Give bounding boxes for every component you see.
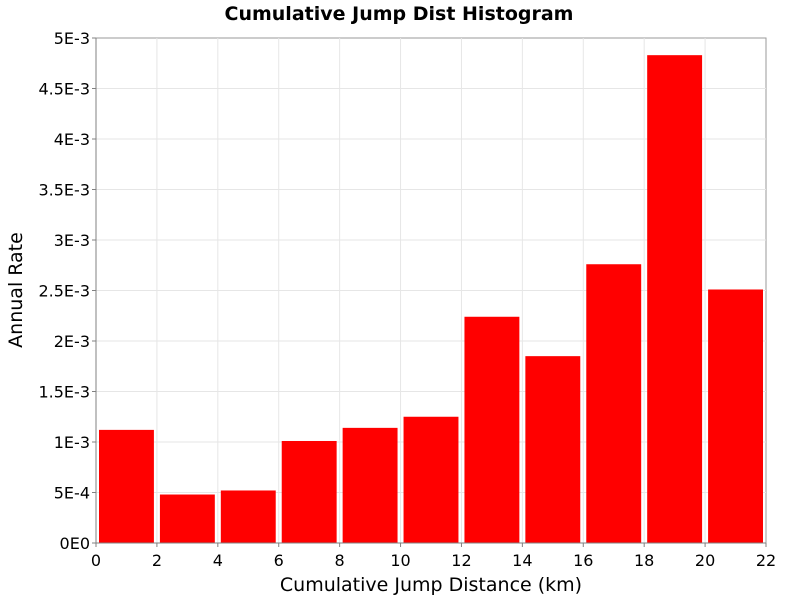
x-axis-label: Cumulative Jump Distance (km)	[280, 574, 582, 596]
y-tick-label: 5E-3	[54, 29, 90, 48]
histogram-bar	[586, 264, 642, 543]
y-tick-label: 1E-3	[54, 433, 90, 452]
y-tick-label: 5E-4	[54, 484, 90, 503]
histogram-bar	[159, 494, 215, 543]
y-tick-label: 4E-3	[54, 130, 90, 149]
x-tick-label: 8	[335, 551, 345, 570]
x-tick-label: 18	[634, 551, 654, 570]
x-tick-label: 2	[152, 551, 162, 570]
y-tick-label: 3E-3	[54, 231, 90, 250]
x-tick-label: 10	[390, 551, 410, 570]
histogram-bar	[708, 289, 763, 543]
y-tick-label: 2E-3	[54, 332, 90, 351]
y-axis-ticks: 0E0 5E-4 1E-3 1.5E-3 2E-3 2.5E-3 3E-3 3.5E-3 4E-…	[38, 29, 96, 553]
y-tick-label: 3.5E-3	[38, 181, 90, 200]
histogram-bar	[342, 427, 398, 543]
gridlines	[96, 38, 766, 543]
x-tick-label: 6	[274, 551, 284, 570]
histogram-bar	[281, 440, 337, 543]
chart-title: Cumulative Jump Dist Histogram	[225, 3, 574, 25]
bars	[99, 55, 763, 544]
histogram-bar	[464, 316, 520, 543]
x-axis-ticks: 0 2 4 6 8 10 12 14 16 18 20 22	[91, 543, 776, 570]
x-tick-label: 12	[451, 551, 471, 570]
y-tick-label: 2.5E-3	[38, 282, 90, 301]
histogram-bar	[220, 490, 276, 543]
y-tick-label: 4.5E-3	[38, 80, 90, 99]
x-tick-label: 16	[573, 551, 593, 570]
x-tick-label: 0	[91, 551, 101, 570]
x-tick-label: 20	[695, 551, 715, 570]
x-tick-label: 14	[512, 551, 532, 570]
y-tick-label: 0E0	[60, 534, 90, 553]
y-axis-label: Annual Rate	[5, 232, 27, 348]
histogram-bar	[403, 416, 459, 543]
y-tick-label: 1.5E-3	[38, 383, 90, 402]
x-tick-label: 4	[213, 551, 223, 570]
histogram-bar	[647, 55, 703, 544]
histogram-bar	[99, 429, 154, 543]
x-tick-label: 22	[756, 551, 776, 570]
histogram-bar	[525, 356, 581, 543]
